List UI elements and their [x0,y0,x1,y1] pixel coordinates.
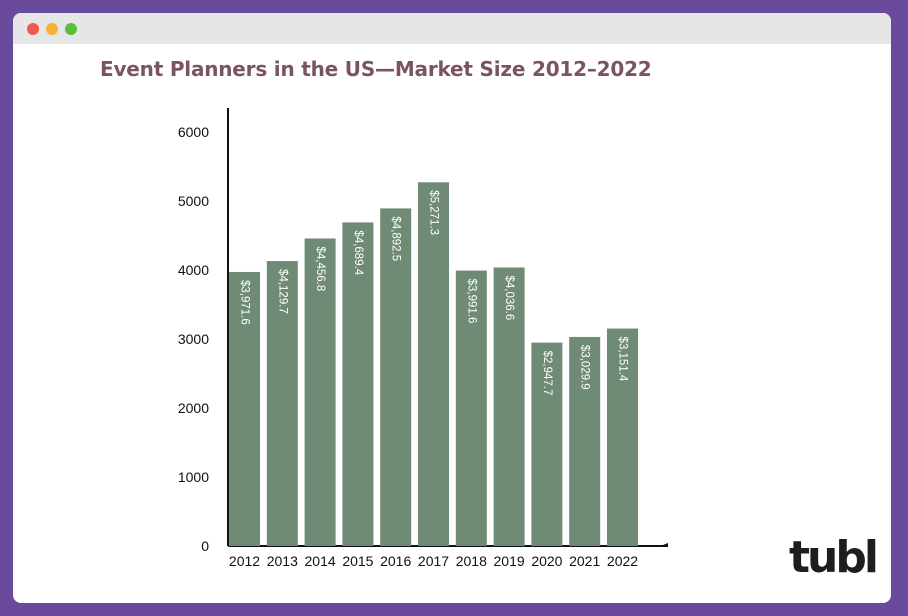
y-tick-label: 5000 [178,193,209,209]
bar-2013 [266,261,298,546]
bar-value-label: $4,129.7 [276,269,288,314]
minimize-window-button[interactable] [46,23,58,35]
x-tick-label: 2018 [456,553,487,569]
x-tick-label: 2022 [607,553,638,569]
chart-title: Event Planners in the US—Market Size 201… [100,57,652,81]
bar-2014 [304,238,336,546]
bar-2017 [418,182,449,546]
bar-2018 [455,270,487,546]
window-titlebar [13,13,891,44]
y-tick-label: 1000 [178,469,209,485]
x-tick-label: 2017 [418,553,449,569]
x-tick-label: 2021 [569,553,600,569]
zoom-window-button[interactable] [65,23,77,35]
bar-2020 [531,342,563,546]
x-tick-label: 2013 [267,553,298,569]
y-tick-label: 4000 [178,262,209,278]
x-tick-label: 2016 [380,553,411,569]
y-tick-label: 3000 [178,331,209,347]
tubl-logo: tubl [789,532,879,583]
browser-window: Event Planners in the US—Market Size 201… [13,13,891,603]
y-tick-label: 2000 [178,400,209,416]
bar-value-label: $3,029.9 [579,345,591,390]
x-tick-label: 2012 [229,553,260,569]
bar-value-label: $4,892.5 [390,216,402,261]
x-tick-label: 2014 [305,553,336,569]
bar-2019 [493,267,525,546]
bar-value-label: $3,151.4 [617,337,629,382]
bar-chart: 0 1000 2000 3000 4000 5000 6000 $3,971.6 2012 $4,… [178,108,668,569]
bar-value-label: $4,456.8 [314,246,326,291]
bar-2016 [380,208,412,547]
bar-value-label: $4,036.6 [503,275,515,320]
bar-2012 [229,271,260,546]
bar-value-label: $3,991.6 [465,279,477,324]
bar-value-label: $5,271.3 [428,190,440,235]
x-tick-label: 2015 [342,553,373,569]
bar-2021 [569,336,601,546]
x-tick-label: 2020 [531,553,562,569]
bar-value-label: $2,947.7 [541,351,553,396]
bar-value-label: $4,689.4 [352,230,364,275]
close-window-button[interactable] [27,23,39,35]
y-tick-label: 0 [201,538,209,554]
bar-2015 [342,222,374,546]
y-tick-label: 6000 [178,124,209,140]
x-tick-label: 2019 [494,553,525,569]
bar-2022 [607,328,638,546]
bar-value-label: $3,971.6 [239,280,251,325]
